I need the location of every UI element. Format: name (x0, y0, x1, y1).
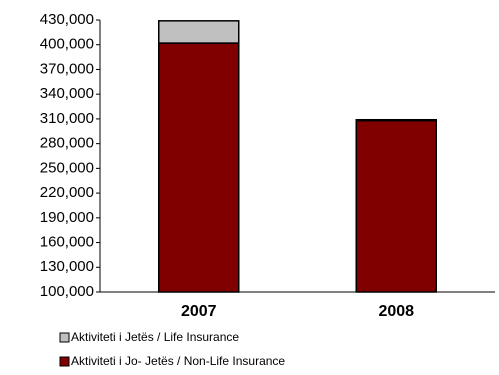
y-tick-label: 370,000 (40, 60, 94, 77)
bar-segment (158, 42, 240, 293)
bar-segment (355, 118, 437, 122)
y-tick-label: 250,000 (40, 159, 94, 176)
y-tick-label: 340,000 (40, 85, 94, 102)
y-tick-label: 280,000 (40, 135, 94, 152)
y-tick-label: 160,000 (40, 234, 94, 251)
y-tick-label: 430,000 (40, 11, 94, 28)
y-tick-label: 220,000 (40, 184, 94, 201)
y-tick-label: 310,000 (40, 110, 94, 127)
legend-swatch (59, 332, 70, 343)
bar-segment (158, 20, 240, 44)
y-tick-label: 400,000 (40, 36, 94, 53)
y-tick-label: 100,000 (40, 283, 94, 300)
legend-swatch (59, 356, 70, 367)
legend-label: Aktiviteti i Jetës / Life Insurance (71, 330, 239, 344)
y-tick-label: 190,000 (40, 209, 94, 226)
y-tick-label: 130,000 (40, 258, 94, 275)
legend-label: Aktiviteti i Jo- Jetës / Non-Life Insura… (71, 354, 285, 368)
bar-segment (355, 119, 437, 293)
x-tick-label: 2008 (378, 303, 414, 320)
x-tick-label: 2007 (181, 303, 217, 320)
